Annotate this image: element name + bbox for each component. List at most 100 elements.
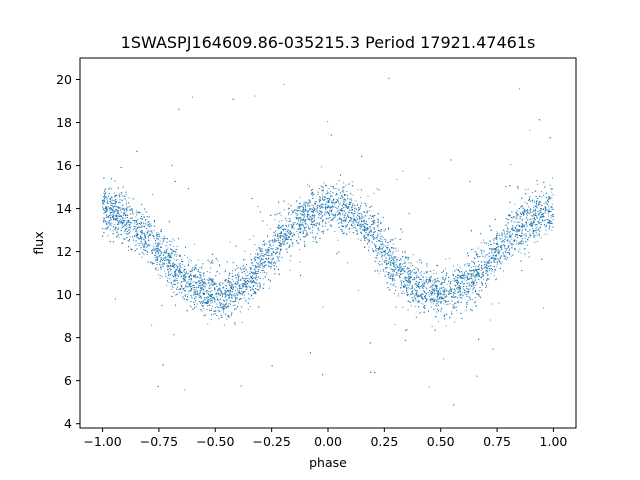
data-point (186, 276, 188, 278)
data-point (324, 225, 326, 227)
data-point (141, 242, 143, 244)
data-point (392, 247, 394, 249)
data-point (380, 256, 382, 258)
data-point (539, 212, 541, 214)
data-point (516, 224, 518, 226)
data-point (475, 266, 477, 268)
data-point (470, 248, 472, 250)
data-point (515, 225, 517, 227)
data-point (539, 219, 541, 221)
data-point (525, 189, 527, 191)
data-point (244, 272, 246, 274)
data-point (225, 299, 227, 301)
data-point (381, 235, 383, 237)
data-point (421, 271, 423, 273)
data-point (296, 230, 298, 232)
data-point (293, 232, 295, 234)
data-point (492, 254, 494, 256)
data-point (129, 209, 131, 211)
data-point (188, 261, 190, 263)
data-point (181, 258, 183, 260)
data-point (393, 278, 395, 280)
data-point (436, 301, 438, 303)
data-point (432, 301, 434, 303)
data-point (103, 212, 105, 214)
data-point (522, 211, 524, 213)
data-point (290, 231, 292, 233)
data-point (392, 243, 394, 245)
data-point (244, 268, 246, 270)
data-point (270, 263, 272, 265)
data-point (316, 208, 318, 210)
data-point (453, 265, 455, 267)
data-point (392, 261, 394, 263)
data-point (164, 259, 166, 261)
data-point (190, 273, 192, 275)
data-point (536, 206, 538, 208)
data-point (122, 238, 124, 240)
data-point (404, 293, 406, 295)
data-point (366, 210, 368, 212)
data-point (121, 234, 123, 236)
data-point (549, 184, 551, 186)
data-point (115, 217, 117, 219)
data-point (217, 292, 219, 294)
data-point (384, 245, 386, 247)
data-point (216, 270, 218, 272)
data-point (441, 288, 443, 290)
data-point (432, 285, 434, 287)
data-point (383, 261, 385, 263)
data-point (418, 284, 420, 286)
data-point (299, 223, 301, 225)
data-point (457, 288, 459, 290)
data-point (497, 258, 499, 260)
data-point (417, 268, 419, 270)
data-point (331, 205, 333, 207)
data-point (265, 258, 267, 260)
data-point (475, 293, 477, 295)
data-point (193, 280, 195, 282)
data-point (401, 263, 403, 265)
data-point (194, 276, 196, 278)
data-point (119, 196, 121, 198)
data-point (268, 266, 270, 268)
data-point (548, 226, 550, 228)
data-point (454, 296, 456, 298)
data-point (218, 273, 220, 275)
data-point (545, 192, 547, 194)
data-point (311, 232, 313, 234)
data-point (228, 281, 230, 283)
data-point (294, 212, 296, 214)
data-point (449, 285, 451, 287)
data-point (310, 220, 312, 222)
data-point (347, 262, 349, 264)
data-point (213, 284, 215, 286)
data-point (183, 290, 185, 292)
data-point (255, 253, 257, 255)
data-point (118, 236, 120, 238)
data-point (525, 217, 527, 219)
data-point (128, 209, 130, 211)
data-point (498, 245, 500, 247)
data-point (343, 202, 345, 204)
data-point (110, 188, 112, 190)
data-point (288, 214, 290, 216)
data-point (377, 249, 379, 251)
data-point (154, 254, 156, 256)
data-point (293, 210, 295, 212)
data-point (147, 230, 149, 232)
data-point (208, 261, 210, 263)
data-point (338, 189, 340, 191)
data-point (287, 229, 289, 231)
data-point (345, 227, 347, 229)
data-point (279, 240, 281, 242)
data-point (469, 284, 471, 286)
data-point (384, 268, 386, 270)
data-point (448, 291, 450, 293)
data-point (454, 292, 456, 294)
data-point (425, 272, 427, 274)
data-point (253, 290, 255, 292)
data-point (474, 280, 476, 282)
data-point (203, 272, 205, 274)
data-point (497, 251, 499, 253)
